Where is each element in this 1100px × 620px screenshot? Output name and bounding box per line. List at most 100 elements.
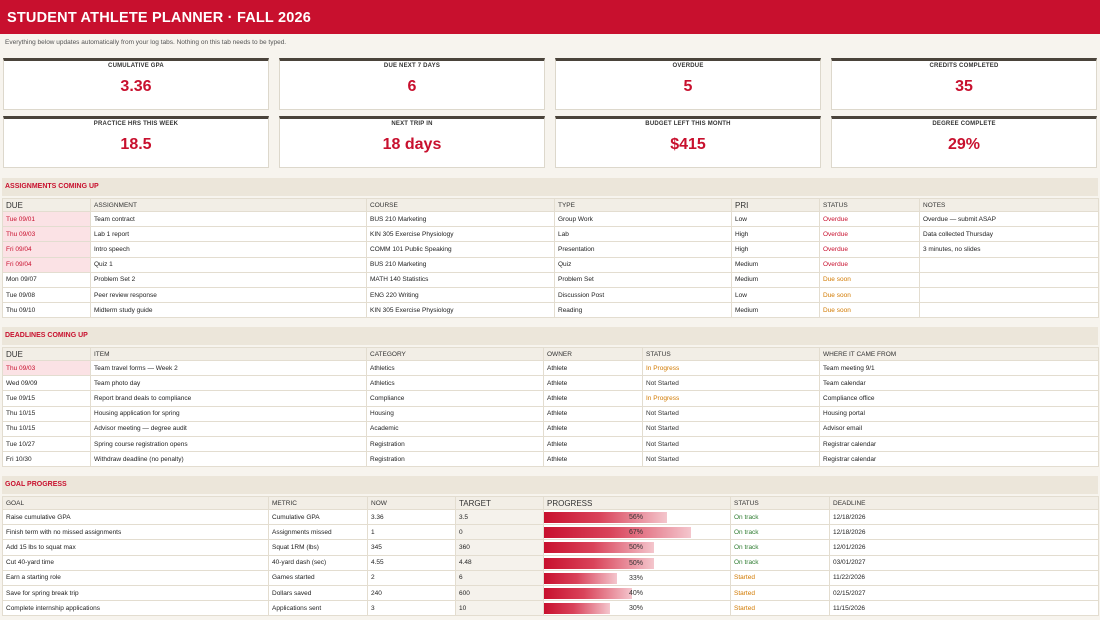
- table-row: Wed 09/09 Team photo day Athletics Athlete N…: [2, 375, 1099, 392]
- assignment-type: Discussion Post: [554, 286, 732, 304]
- status-badge: Due soon: [819, 286, 920, 304]
- kpi-card: CUMULATIVE GPA 3.36: [3, 58, 269, 110]
- target-value: 3.5: [455, 508, 544, 526]
- deadline-item: Housing application for spring: [90, 405, 367, 422]
- source: Registrar calendar: [819, 435, 1099, 453]
- status-badge: On track: [730, 524, 830, 541]
- table-row: Tue 10/27 Spring course registration open…: [2, 435, 1099, 453]
- priority: High: [731, 226, 820, 243]
- goal-name: Save for spring break trip: [2, 584, 269, 602]
- assignment-name: Peer review response: [90, 286, 367, 304]
- kpi-label: CUMULATIVE GPA: [108, 63, 164, 69]
- goal-name: Complete internship applications: [2, 600, 269, 617]
- notes: [919, 286, 1099, 304]
- deadline-item: Report brand deals to compliance: [90, 390, 367, 407]
- column-header: OWNER: [543, 347, 643, 361]
- due-date: Tue 10/27: [2, 435, 91, 453]
- progress-bar: [544, 603, 610, 615]
- source: Compliance office: [819, 390, 1099, 407]
- goals-section-title: GOAL PROGRESS: [2, 476, 1098, 494]
- assignment-type: Group Work: [554, 210, 732, 228]
- target-value: 600: [455, 584, 544, 602]
- table-row: Mon 09/07 Problem Set 2 MATH 140 Statistic…: [2, 271, 1099, 288]
- assignment-name: Team contract: [90, 210, 367, 228]
- column-header: METRIC: [268, 496, 368, 510]
- metric: Assignments missed: [268, 524, 368, 541]
- status-badge: Overdue: [819, 226, 920, 243]
- notes: [919, 256, 1099, 273]
- progress-cell: 33%: [543, 569, 731, 586]
- table-row: Tue 09/08 Peer review response ENG 220 Wri…: [2, 286, 1099, 304]
- target-value: 10: [455, 600, 544, 617]
- progress-cell: 40%: [543, 584, 731, 602]
- goal-deadline: 03/01/2027: [829, 554, 1099, 571]
- column-header: STATUS: [730, 496, 830, 510]
- due-date: Thu 09/10: [2, 302, 91, 319]
- deadlines-section-title: DEADLINES COMING UP: [2, 327, 1098, 345]
- table-row: Tue 09/01 Team contract BUS 210 Marketing G…: [2, 210, 1099, 228]
- table-row: Earn a starting role Games started 2 6 33% St…: [2, 569, 1099, 586]
- due-date: Fri 09/04: [2, 256, 91, 273]
- course-name: KIN 305 Exercise Physiology: [366, 226, 555, 243]
- progress-cell: 50%: [543, 539, 731, 556]
- assignment-type: Reading: [554, 302, 732, 319]
- assignment-type: Problem Set: [554, 271, 732, 288]
- owner: Athlete: [543, 375, 643, 392]
- table-row: Finish term with no missed assignments As…: [2, 524, 1099, 541]
- due-date: Tue 09/01: [2, 210, 91, 228]
- goal-deadline: 12/18/2026: [829, 508, 1099, 526]
- owner: Athlete: [543, 405, 643, 422]
- notes: Data collected Thursday: [919, 226, 1099, 243]
- column-header: STATUS: [642, 347, 820, 361]
- column-header: NOW: [367, 496, 456, 510]
- auto-update-note: Everything below updates automatically f…: [5, 39, 287, 46]
- goal-name: Raise cumulative GPA: [2, 508, 269, 526]
- column-header: GOAL: [2, 496, 269, 510]
- category: Compliance: [366, 390, 544, 407]
- progress-bar: [544, 557, 654, 569]
- kpi-card: BUDGET LEFT THIS MONTH $415: [555, 116, 821, 168]
- status-badge: Started: [730, 584, 830, 602]
- table-row: Save for spring break trip Dollars saved 2…: [2, 584, 1099, 602]
- kpi-label: DUE NEXT 7 DAYS: [383, 63, 441, 69]
- metric: Dollars saved: [268, 584, 368, 602]
- current-value: 2: [367, 569, 456, 586]
- planner-title: STUDENT ATHLETE PLANNER · FALL 2026: [0, 0, 1100, 34]
- progress-percent: 40%: [629, 589, 644, 597]
- progress-percent: 50%: [629, 544, 644, 552]
- assignment-name: Midterm study guide: [90, 302, 367, 319]
- status-badge: Started: [730, 600, 830, 617]
- course-name: BUS 210 Marketing: [366, 210, 555, 228]
- due-date: Fri 09/04: [2, 241, 91, 258]
- target-value: 6: [455, 569, 544, 586]
- assignment-name: Quiz 1: [90, 256, 367, 273]
- target-value: 4.48: [455, 554, 544, 571]
- status-badge: Overdue: [819, 210, 920, 228]
- notes: 3 minutes, no slides: [919, 241, 1099, 258]
- kpi-label: CREDITS COMPLETED: [929, 63, 999, 69]
- due-date: Thu 09/03: [2, 359, 91, 377]
- current-value: 345: [367, 539, 456, 556]
- table-row: Tue 09/15 Report brand deals to complianc…: [2, 390, 1099, 407]
- column-header: STATUS: [819, 198, 920, 212]
- notes: [919, 302, 1099, 319]
- kpi-value: 5: [683, 78, 693, 95]
- assignment-name: Lab 1 report: [90, 226, 367, 243]
- goal-name: Add 15 lbs to squat max: [2, 539, 269, 556]
- due-date: Thu 10/15: [2, 405, 91, 422]
- due-date: Wed 09/09: [2, 375, 91, 392]
- status-badge: Not Started: [642, 375, 820, 392]
- goal-deadline: 02/15/2027: [829, 584, 1099, 602]
- metric: Cumulative GPA: [268, 508, 368, 526]
- status-badge: Overdue: [819, 241, 920, 258]
- category: Athletics: [366, 359, 544, 377]
- deadline-item: Team photo day: [90, 375, 367, 392]
- priority: Medium: [731, 256, 820, 273]
- source: Team meeting 9/1: [819, 359, 1099, 377]
- category: Housing: [366, 405, 544, 422]
- due-date: Thu 10/15: [2, 420, 91, 437]
- kpi-label: DEGREE COMPLETE: [932, 121, 996, 127]
- kpi-value: 3.36: [120, 78, 152, 95]
- assignment-type: Presentation: [554, 241, 732, 258]
- assignment-name: Intro speech: [90, 241, 367, 258]
